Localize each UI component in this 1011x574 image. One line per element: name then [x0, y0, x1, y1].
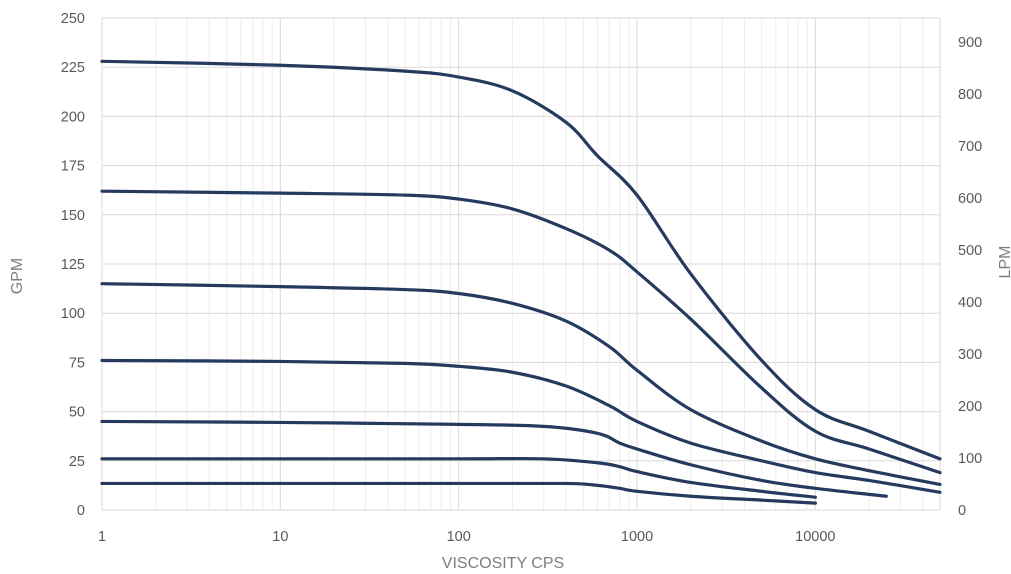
y-tick-label: 150	[61, 208, 85, 224]
x-tick-label: 1	[98, 529, 106, 545]
series-line-4	[100, 358, 942, 494]
y2-tick-label: 500	[958, 243, 982, 259]
y2-tick-label: 0	[958, 503, 966, 519]
series-line-5	[100, 419, 888, 498]
y2-tick-label: 400	[958, 295, 982, 311]
y-tick-label: 100	[61, 306, 85, 322]
y-tick-label: 250	[61, 11, 85, 27]
y-tick-labels: 0 25 50 75 100 125 150 175 200 225 250	[61, 11, 85, 519]
y-tick-label: 75	[69, 355, 85, 371]
series-line-7	[100, 481, 817, 505]
series-line-6	[100, 456, 817, 499]
y-tick-label: 175	[61, 159, 85, 175]
x-tick-label: 10000	[795, 529, 835, 545]
y2-tick-label: 800	[958, 87, 982, 103]
x-tick-label: 10	[272, 529, 288, 545]
y-tick-label: 125	[61, 257, 85, 273]
y2-tick-label: 900	[958, 35, 982, 51]
y2-axis-title: LPM	[997, 246, 1011, 279]
y-tick-label: 25	[69, 454, 85, 470]
series-line-2	[100, 189, 942, 475]
x-tick-label: 1000	[621, 529, 653, 545]
y2-tick-label: 600	[958, 191, 982, 207]
y-tick-label: 0	[77, 503, 85, 519]
y2-tick-label: 200	[958, 399, 982, 415]
series-line-1	[100, 59, 942, 461]
x-axis-title: VISCOSITY CPS	[442, 555, 564, 572]
series-line-3	[100, 282, 942, 487]
y2-tick-label: 700	[958, 139, 982, 155]
y2-tick-labels: 0 100 200 300 400 500 600 700 800 900	[958, 35, 982, 519]
x-tick-labels: 1 10 100 1000 10000	[98, 529, 836, 545]
y-axis-title: GPM	[9, 258, 26, 294]
x-tick-label: 100	[447, 529, 471, 545]
y-tick-label: 225	[61, 60, 85, 76]
series-lines	[100, 59, 942, 505]
grid	[101, 17, 941, 511]
y2-tick-label: 100	[958, 451, 982, 467]
y2-tick-label: 300	[958, 347, 982, 363]
y-tick-label: 50	[69, 405, 85, 421]
y-tick-label: 200	[61, 109, 85, 125]
